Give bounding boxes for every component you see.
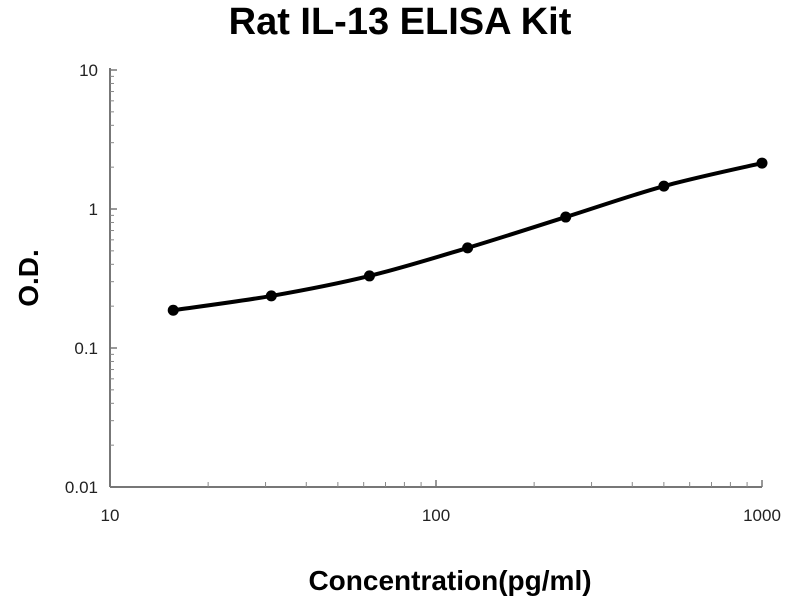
axes	[109, 68, 763, 488]
x-axis-label: Concentration(pg/ml)	[308, 565, 591, 596]
data-point	[658, 180, 670, 192]
y-axis-label: O.D.	[13, 249, 44, 307]
x-tick-label: 10	[101, 506, 120, 525]
y-tick-label: 0.01	[65, 478, 98, 497]
data-point	[363, 270, 375, 282]
chart-title: Rat IL-13 ELISA Kit	[229, 1, 572, 43]
y-tick-label: 0.1	[74, 339, 98, 358]
data-point	[167, 304, 179, 316]
data-point	[756, 157, 768, 169]
y-tick-label: 10	[79, 61, 98, 80]
data-point	[265, 290, 277, 302]
y-tick-label: 1	[89, 200, 98, 219]
series	[167, 157, 768, 316]
data-point	[560, 211, 572, 223]
x-tick-label: 1000	[743, 506, 781, 525]
series-line	[171, 161, 764, 313]
tick-labels: 0.01 0.1 1 10 10 100 1000	[65, 61, 781, 525]
data-point	[462, 242, 474, 254]
x-tick-label: 100	[422, 506, 450, 525]
